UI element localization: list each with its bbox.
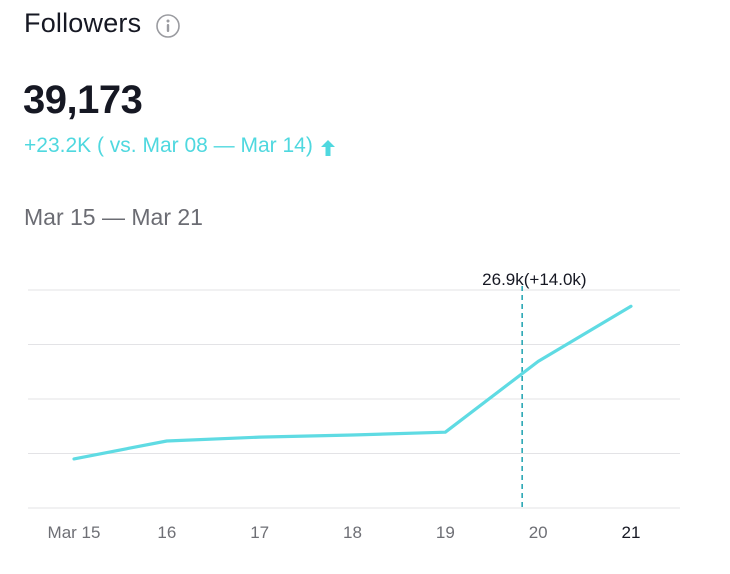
date-range-label: Mar 15 — Mar 21 [24,204,203,230]
delta-text: +23.2K ( vs. Mar 08 — Mar 14) [24,134,313,157]
x-tick-label: 21 [622,523,641,542]
x-tick-label: 18 [343,523,362,542]
highlight-value-label: 26.9k(+14.0k) [482,270,586,289]
x-tick-label: 20 [529,523,548,542]
follower-delta: +23.2K ( vs. Mar 08 — Mar 14) [24,134,335,158]
chart-svg: 26.9k(+14.0k) Mar 15 16 17 18 19 20 21 [28,270,680,542]
x-tick-label: 16 [157,523,176,542]
followers-line-chart: 26.9k(+14.0k) Mar 15 16 17 18 19 20 21 [0,250,730,574]
arrow-up-icon [320,138,335,156]
x-tick-label: 17 [250,523,269,542]
card-header: Followers [24,8,181,39]
follower-total: 39,173 [23,78,143,122]
x-tick-label: 19 [436,523,455,542]
page-title: Followers [24,8,142,38]
x-tick-label: Mar 15 [48,523,101,542]
info-icon[interactable] [155,13,181,39]
followers-series-line [72,304,633,461]
